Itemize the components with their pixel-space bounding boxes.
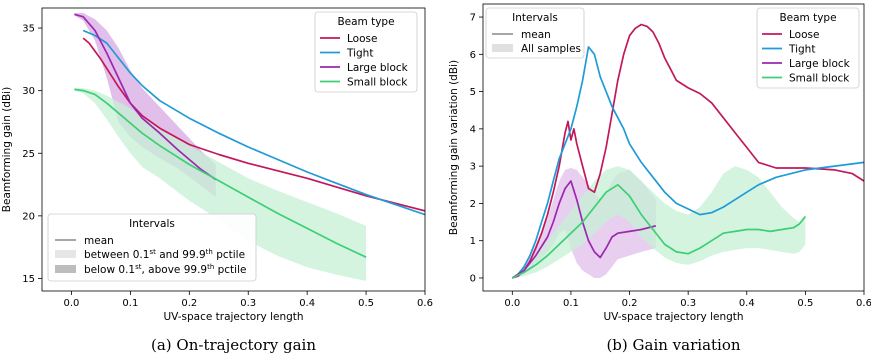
y-tick-label: 0	[470, 273, 476, 284]
x-axis-label: UV-space trajectory length	[603, 311, 743, 323]
chart-gain-variation: 0.0 0.1 0.2 0.3 0.4 0.5 0.6 0 1 2 3 4 5 6 7 UV-space …	[448, 3, 871, 354]
y-tick-label: 5	[470, 87, 476, 98]
legend-beam-type: Beam type Loose Tight Large block Small blo…	[314, 11, 418, 93]
y-tick-label: 7	[470, 13, 476, 24]
y-axis-label: Beamforming gain (dBi)	[1, 87, 13, 212]
dark-band-swatch	[55, 265, 76, 273]
all-samples-swatch	[492, 44, 513, 52]
y-axis-label: Beamforming gain variation (dBi)	[448, 60, 460, 235]
x-tick-label: 0.6	[417, 298, 433, 309]
legend-entry: Tight	[788, 44, 815, 56]
series-line-small-block	[511, 183, 807, 279]
interval-bands	[512, 166, 806, 278]
x-tick-label: 0.2	[622, 298, 638, 309]
series-line-loose	[512, 23, 864, 279]
y-ticks: 15 20 25 30 35	[22, 24, 42, 285]
legend-title: Intervals	[129, 218, 175, 230]
x-tick-label: 0.0	[504, 298, 520, 309]
caption: (b) Gain variation	[606, 336, 740, 354]
x-ticks: 0.0 0.1 0.2 0.3 0.4 0.5 0.6	[64, 291, 433, 309]
x-tick-label: 0.1	[563, 298, 579, 309]
x-tick-label: 0.4	[299, 298, 315, 309]
y-tick-label: 30	[22, 86, 35, 97]
light-band-swatch	[55, 250, 76, 258]
series-line-loose	[82, 37, 425, 212]
caption: (a) On-trajectory gain	[151, 336, 316, 354]
chart-on-trajectory-gain: 0.0 0.1 0.2 0.3 0.4 0.5 0.6 15 20 25 30 35 UV-spac…	[1, 7, 433, 354]
y-tick-label: 25	[22, 149, 35, 160]
legend-beam-type: Beam type Loose Tight Large block Small blo…	[756, 7, 860, 89]
series-line-small-block	[74, 88, 367, 258]
x-tick-label: 0.5	[358, 298, 374, 309]
x-tick-label: 0.4	[739, 298, 755, 309]
x-tick-label: 0.1	[122, 298, 138, 309]
legend-entry-mean: mean	[521, 29, 551, 41]
mean-lines	[74, 13, 425, 258]
series-line-tight	[511, 46, 864, 279]
y-ticks: 0 1 2 3 4 5 6 7	[470, 13, 483, 284]
y-tick-label: 35	[22, 24, 35, 35]
x-axis-label: UV-space trajectory length	[163, 311, 303, 323]
series-line-tight	[82, 29, 425, 216]
x-tick-label: 0.6	[856, 298, 871, 309]
legend-intervals: Intervals mean All samples	[485, 7, 585, 59]
y-tick-label: 15	[22, 274, 35, 285]
y-tick-label: 20	[22, 211, 35, 222]
x-ticks: 0.0 0.1 0.2 0.3 0.4 0.5 0.6	[504, 291, 871, 309]
legend-entry: Large block	[347, 62, 409, 74]
plot-frame	[41, 7, 426, 292]
legend-title: Beam type	[337, 16, 394, 28]
series-line-large-block	[74, 13, 217, 181]
legend-title: Beam type	[779, 12, 836, 24]
x-tick-label: 0.0	[64, 298, 80, 309]
legend-entry-below-above: below 0.1st, above 99.9th pctile	[84, 263, 246, 276]
legend-entry: Large block	[789, 58, 851, 70]
band-small-block	[512, 166, 806, 278]
y-tick-label: 3	[470, 162, 476, 173]
x-tick-label: 0.3	[240, 298, 256, 309]
legend-box	[756, 7, 860, 89]
legend-entry: Tight	[346, 48, 373, 60]
legend-entry-all-samples: All samples	[521, 43, 581, 55]
legend-intervals: Intervals mean between 0.1st and 99.9th …	[47, 213, 257, 282]
legend-box	[47, 213, 257, 282]
legend-entry: Loose	[789, 29, 819, 41]
legend-box	[314, 11, 418, 93]
legend-entry: Loose	[347, 33, 377, 45]
y-tick-label: 1	[470, 236, 476, 247]
mean-lines	[511, 23, 864, 279]
legend-entry-between: between 0.1st and 99.9th pctile	[84, 248, 245, 261]
plot-frame	[482, 3, 865, 292]
legend-entry-mean: mean	[84, 235, 114, 247]
legend-entry: Small block	[347, 77, 408, 89]
x-tick-label: 0.3	[680, 298, 696, 309]
x-tick-label: 0.5	[797, 298, 813, 309]
x-tick-label: 0.2	[181, 298, 197, 309]
y-tick-label: 6	[470, 50, 476, 61]
legend-title: Intervals	[512, 12, 558, 24]
y-tick-label: 4	[470, 124, 476, 135]
legend-entry: Small block	[789, 73, 850, 85]
y-tick-label: 2	[470, 199, 476, 210]
